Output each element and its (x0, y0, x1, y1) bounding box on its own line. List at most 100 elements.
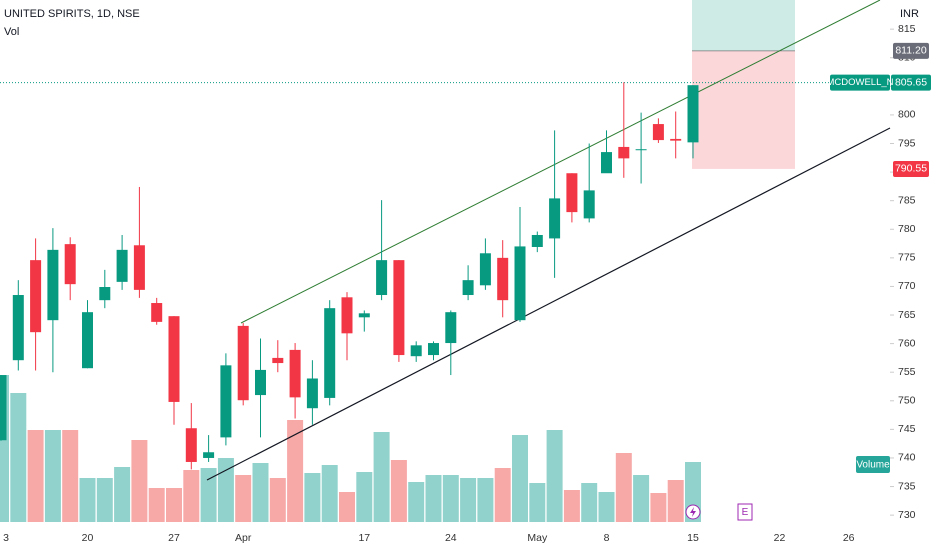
volume-bar (373, 432, 390, 522)
symbol-label: MCDOWELL_N (826, 77, 893, 88)
candle-body (479, 253, 491, 286)
candle-body (237, 325, 249, 401)
candle-body (203, 452, 215, 458)
volume-bar (44, 430, 61, 522)
candle-body (30, 260, 42, 333)
stop-label-box (893, 160, 929, 177)
x-tick-label: 8 (604, 532, 610, 544)
volume-bar (200, 468, 217, 522)
y-tick-label: 740 (898, 452, 916, 464)
candle-body (255, 369, 266, 396)
volume-bar (633, 475, 650, 522)
candle-body (306, 378, 318, 409)
x-tick-label: May (527, 532, 548, 544)
candle-body (341, 297, 353, 334)
lower-trend-line (206, 127, 891, 481)
volume-bar (235, 475, 252, 522)
x-tick-label: 24 (445, 532, 457, 544)
volume-bar (512, 435, 528, 522)
volume-bar (131, 440, 148, 522)
candle-body (393, 260, 405, 356)
volume-bar (10, 393, 27, 522)
volume-bar (667, 480, 684, 522)
candle-body (47, 249, 59, 321)
y-tick-label: 760 (898, 337, 916, 349)
candle-body (220, 365, 232, 438)
target-label: 811.20 (895, 45, 926, 57)
volume-bar (183, 470, 200, 522)
x-tick-label: Apr (235, 532, 252, 544)
volume-bar (615, 453, 632, 522)
lightning (690, 507, 696, 517)
candle-body (549, 198, 561, 239)
candle-body (272, 357, 284, 364)
volume-bar (304, 473, 321, 522)
y-tick-label: 770 (898, 280, 916, 292)
volume-bar (425, 475, 442, 522)
main-layer: 7307357407457507557607657707757807857907… (0, 23, 931, 544)
volume-bar (442, 475, 459, 522)
chart-title: UNITED SPIRITS, 1D, NSE (4, 8, 140, 20)
candle-body (583, 190, 595, 219)
y-tick-label: 730 (898, 509, 916, 521)
upper-trend-line (240, 0, 881, 324)
volume-bar (269, 478, 286, 522)
x-tick-label: 20 (82, 532, 94, 544)
candle-body (687, 85, 699, 143)
x-tick-label: 26 (843, 532, 855, 544)
volume-label: Volume (856, 460, 890, 471)
currency: INR (900, 8, 919, 20)
x-tick-label: 17 (358, 532, 370, 544)
volume-bar (356, 472, 373, 522)
candle-body (151, 303, 163, 322)
candle-body (116, 249, 128, 282)
candle-body (601, 152, 612, 174)
candle-body (358, 313, 370, 318)
background-layer (0, 0, 890, 522)
candle-body (566, 173, 578, 213)
volume-bar (460, 478, 477, 522)
candle-body (289, 349, 301, 398)
volume-legend: Vol (4, 26, 19, 38)
y-tick-label: 800 (898, 109, 916, 121)
volume-bar (96, 478, 113, 522)
volume-bar (339, 492, 355, 522)
x-tick-label: 27 (168, 532, 180, 544)
volume-bar (287, 420, 304, 522)
volume-bar (477, 478, 494, 522)
candle-body (445, 312, 457, 344)
candle-body (133, 245, 145, 290)
volume-bar (408, 482, 425, 522)
y-tick-label: 775 (898, 252, 916, 264)
volume-bar (581, 483, 598, 522)
y-tick-label: 765 (898, 309, 916, 321)
y-tick-label: 795 (898, 137, 916, 149)
target-zone (692, 0, 795, 51)
volume-bar (0, 375, 9, 522)
candle-body (168, 316, 180, 402)
volume-bar (252, 463, 269, 522)
volume-bar (650, 493, 667, 522)
earnings-marker: E (742, 507, 749, 518)
y-tick-label: 815 (898, 23, 916, 35)
candle-body (12, 295, 24, 361)
earnings-icon[interactable] (737, 503, 753, 521)
stop-label: 790.55 (895, 163, 927, 175)
candle-body (531, 234, 543, 247)
candle-body (324, 308, 336, 398)
volume-bar (148, 488, 165, 522)
candle-body (428, 343, 439, 356)
candle-body (670, 138, 682, 141)
volume-bar (79, 478, 96, 522)
y-tick-label: 735 (898, 480, 916, 492)
volume-bar (494, 468, 511, 522)
last-price-label-box (891, 74, 931, 91)
target-label-box (893, 42, 929, 59)
y-tick-label: 750 (898, 395, 916, 407)
volume-bar (390, 460, 407, 522)
x-tick-label: 15 (687, 532, 699, 544)
stop-zone (692, 50, 795, 169)
candle-body (635, 149, 647, 151)
volume-bar (563, 490, 580, 522)
